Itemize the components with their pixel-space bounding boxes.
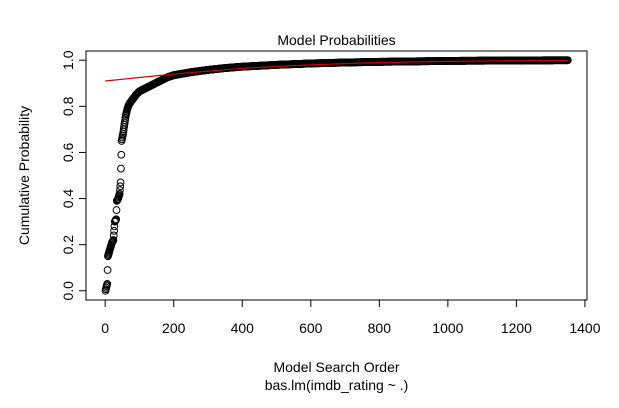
x-tick-label: 200: [162, 320, 186, 336]
x-axis-sublabel: bas.lm(imdb_rating ~ .): [265, 377, 409, 393]
data-point: [116, 186, 124, 195]
x-tick-label: 0: [101, 320, 109, 336]
x-tick-label: 600: [299, 320, 323, 336]
scatter-points: [101, 56, 572, 295]
data-point: [110, 226, 118, 235]
data-point: [116, 178, 125, 187]
data-point: [117, 164, 125, 173]
y-tick-label: 0.6: [60, 143, 76, 163]
data-point: [115, 190, 124, 198]
data-point: [112, 206, 121, 214]
y-tick-label: 0.8: [60, 96, 76, 116]
x-tick-label: 1000: [432, 320, 463, 336]
data-point: [109, 236, 118, 244]
data-point: [103, 279, 112, 288]
x-tick-label: 400: [231, 320, 255, 336]
x-tick-label: 1200: [501, 320, 532, 336]
data-point: [117, 150, 126, 159]
data-point: [103, 266, 112, 274]
y-tick-label: 0.4: [60, 189, 76, 209]
data-point: [112, 215, 121, 224]
x-axis: 0 200 400 600 800 1000 1200 1400: [101, 299, 601, 336]
x-tick-label: 800: [368, 320, 392, 336]
y-tick-label: 0.2: [60, 235, 76, 255]
x-tick-label: 1400: [569, 320, 600, 336]
smooth-line: [105, 59, 568, 82]
y-axis: 0.0 0.2 0.4 0.6 0.8 1.0: [60, 50, 87, 301]
chart-title: Model Probabilities: [277, 32, 395, 48]
y-tick-label: 0.0: [60, 281, 76, 301]
data-point: [116, 182, 125, 191]
y-axis-label: Cumulative Probability: [16, 106, 32, 245]
y-tick-label: 1.0: [60, 50, 76, 70]
plot-frame: [85, 50, 588, 301]
data-point: [109, 231, 118, 240]
x-axis-label: Model Search Order: [273, 359, 399, 375]
smooth-curve: [105, 59, 568, 82]
